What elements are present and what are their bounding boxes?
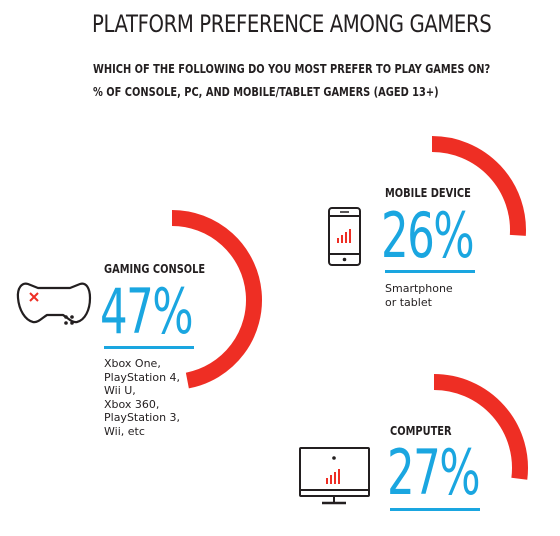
- mobile-arc: [431, 136, 526, 236]
- mobile-underline: [385, 270, 475, 273]
- console-desc-line: Xbox 360,: [104, 397, 160, 411]
- subtitle-population: % OF CONSOLE, PC, AND MOBILE/TABLET GAME…: [93, 85, 439, 99]
- console-percent: 47%: [100, 275, 194, 348]
- console-desc-line: PlayStation 4,: [104, 370, 181, 384]
- page-title: PLATFORM PREFERENCE AMONG GAMERS: [92, 10, 492, 38]
- mobile-percent: 26%: [381, 199, 475, 272]
- console-underline: [104, 346, 194, 349]
- console-desc-line: PlayStation 3,: [104, 411, 181, 424]
- subtitle-question: WHICH OF THE FOLLOWING DO YOU MOST PREFE…: [93, 62, 491, 76]
- computer-label: COMPUTER: [390, 424, 452, 438]
- smartphone-icon: [328, 207, 361, 266]
- computer-arc: [433, 374, 528, 480]
- console-desc-line: Xbox One,: [104, 357, 161, 370]
- game-controller-icon: [16, 282, 92, 325]
- mobile-label: MOBILE DEVICE: [385, 186, 471, 200]
- mobile-desc-line: or tablet: [385, 295, 432, 309]
- mobile-desc-line: Smartphone: [385, 282, 453, 295]
- console-description: Xbox One, PlayStation 4, Wii U, Xbox 360…: [104, 357, 180, 438]
- console-arc: [171, 210, 262, 389]
- computer-percent: 27%: [387, 436, 481, 509]
- console-desc-line: Wii U,: [104, 384, 136, 397]
- mobile-description: Smartphone or tablet: [385, 282, 453, 309]
- console-desc-line: Wii, etc: [104, 424, 145, 438]
- console-label: GAMING CONSOLE: [104, 262, 206, 276]
- computer-underline: [390, 508, 480, 511]
- computer-monitor-icon: [299, 447, 370, 505]
